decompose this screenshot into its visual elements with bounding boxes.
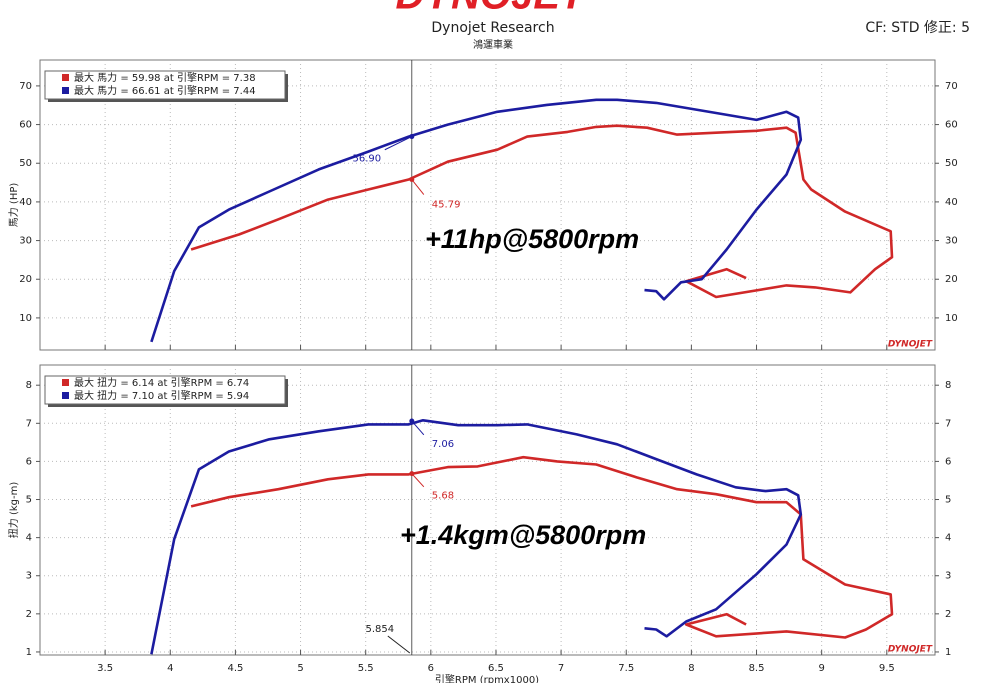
x-tick-label: 6.5 <box>488 663 504 674</box>
x-tick-label: 7.5 <box>618 663 634 674</box>
legend-swatch <box>62 379 69 386</box>
y2-tick-label: 60 <box>945 120 958 131</box>
x-tick-label: 8.5 <box>749 663 765 674</box>
y2-tick-label: 1 <box>945 647 951 658</box>
x-tick-label: 5.5 <box>358 663 374 674</box>
series-line <box>150 98 803 343</box>
plot-frame <box>39 364 936 656</box>
readout-arrow <box>411 179 425 195</box>
y-tick-label: 8 <box>26 380 32 391</box>
legend-label: 最大 馬力 = 59.98 at 引擎RPM = 7.38 <box>74 71 256 84</box>
legend-label: 最大 扭力 = 7.10 at 引擎RPM = 5.94 <box>74 389 249 402</box>
legend-box <box>44 375 286 405</box>
y2-tick-label: 10 <box>945 313 958 324</box>
legend-swatch <box>62 392 69 399</box>
y2-tick-label: 70 <box>945 81 958 92</box>
y2-tick-label: 3 <box>945 571 951 582</box>
legend-swatch <box>62 74 69 81</box>
y-axis-label: 馬力 (HP) <box>7 183 20 228</box>
y2-tick-label: 4 <box>945 533 951 544</box>
y-tick-label: 20 <box>19 274 32 285</box>
gain-annotation: +11hp@5800rpm <box>425 224 639 254</box>
y-tick-label: 50 <box>19 158 32 169</box>
x-tick-label: 5 <box>297 663 303 674</box>
y-tick-label: 60 <box>19 120 32 131</box>
readout-arrow <box>384 136 413 151</box>
y-tick-label: 1 <box>26 647 32 658</box>
y2-tick-label: 7 <box>945 418 951 429</box>
y-tick-label: 40 <box>19 197 32 208</box>
series-line <box>150 419 803 655</box>
x-tick-label: 4 <box>167 663 173 674</box>
series-line <box>190 455 894 639</box>
y-tick-label: 4 <box>26 533 32 544</box>
y2-tick-label: 30 <box>945 236 958 247</box>
x-axis-label: 引擎RPM (rpmx1000) <box>435 673 539 683</box>
y2-tick-label: 50 <box>945 158 958 169</box>
legend-swatch <box>62 87 69 94</box>
watermark: DYNOJET <box>888 340 933 350</box>
y2-tick-label: 6 <box>945 456 951 467</box>
x-tick-label: 8 <box>688 663 694 674</box>
readout-arrow <box>411 420 425 436</box>
series-line <box>190 124 894 299</box>
cursor-arrow <box>387 635 411 654</box>
cursor-readout: 56.90 <box>352 154 381 165</box>
y-tick-label: 2 <box>26 609 32 620</box>
x-tick-label: 9.5 <box>879 663 895 674</box>
y-tick-label: 7 <box>26 418 32 429</box>
y2-tick-label: 5 <box>945 495 951 506</box>
cursor-readout: 5.68 <box>432 491 454 502</box>
subtitle: 鴻運車業 <box>473 38 513 51</box>
cursor-readout: 7.06 <box>432 439 454 450</box>
plot-frame <box>39 59 936 351</box>
y2-tick-label: 20 <box>945 274 958 285</box>
x-tick-label: 6 <box>428 663 434 674</box>
logo: DYNOJET <box>396 0 588 18</box>
cursor-label: 5.854 <box>365 624 394 635</box>
readout-arrow <box>411 473 425 488</box>
legend-box <box>44 70 286 100</box>
y-tick-label: 30 <box>19 236 32 247</box>
legend-label: 最大 扭力 = 6.14 at 引擎RPM = 6.74 <box>74 376 249 389</box>
gain-annotation: +1.4kgm@5800rpm <box>400 520 646 550</box>
y-tick-label: 10 <box>19 313 32 324</box>
y-tick-label: 70 <box>19 81 32 92</box>
y-tick-label: 3 <box>26 571 32 582</box>
y2-tick-label: 40 <box>945 197 958 208</box>
x-tick-label: 7 <box>558 663 564 674</box>
x-tick-label: 9 <box>818 663 824 674</box>
y2-tick-label: 8 <box>945 380 951 391</box>
cf-label: CF: STD 修正: 5 <box>865 20 970 36</box>
x-tick-label: 4.5 <box>227 663 243 674</box>
watermark: DYNOJET <box>888 645 933 655</box>
x-tick-label: 3.5 <box>97 663 113 674</box>
y-tick-label: 5 <box>26 495 32 506</box>
y2-tick-label: 2 <box>945 609 951 620</box>
legend-label: 最大 馬力 = 66.61 at 引擎RPM = 7.44 <box>74 84 256 97</box>
y-tick-label: 6 <box>26 456 32 467</box>
title: Dynojet Research <box>431 20 554 36</box>
cursor-readout: 45.79 <box>432 200 461 211</box>
y-axis-label: 扭力 (kg-m) <box>7 482 20 539</box>
